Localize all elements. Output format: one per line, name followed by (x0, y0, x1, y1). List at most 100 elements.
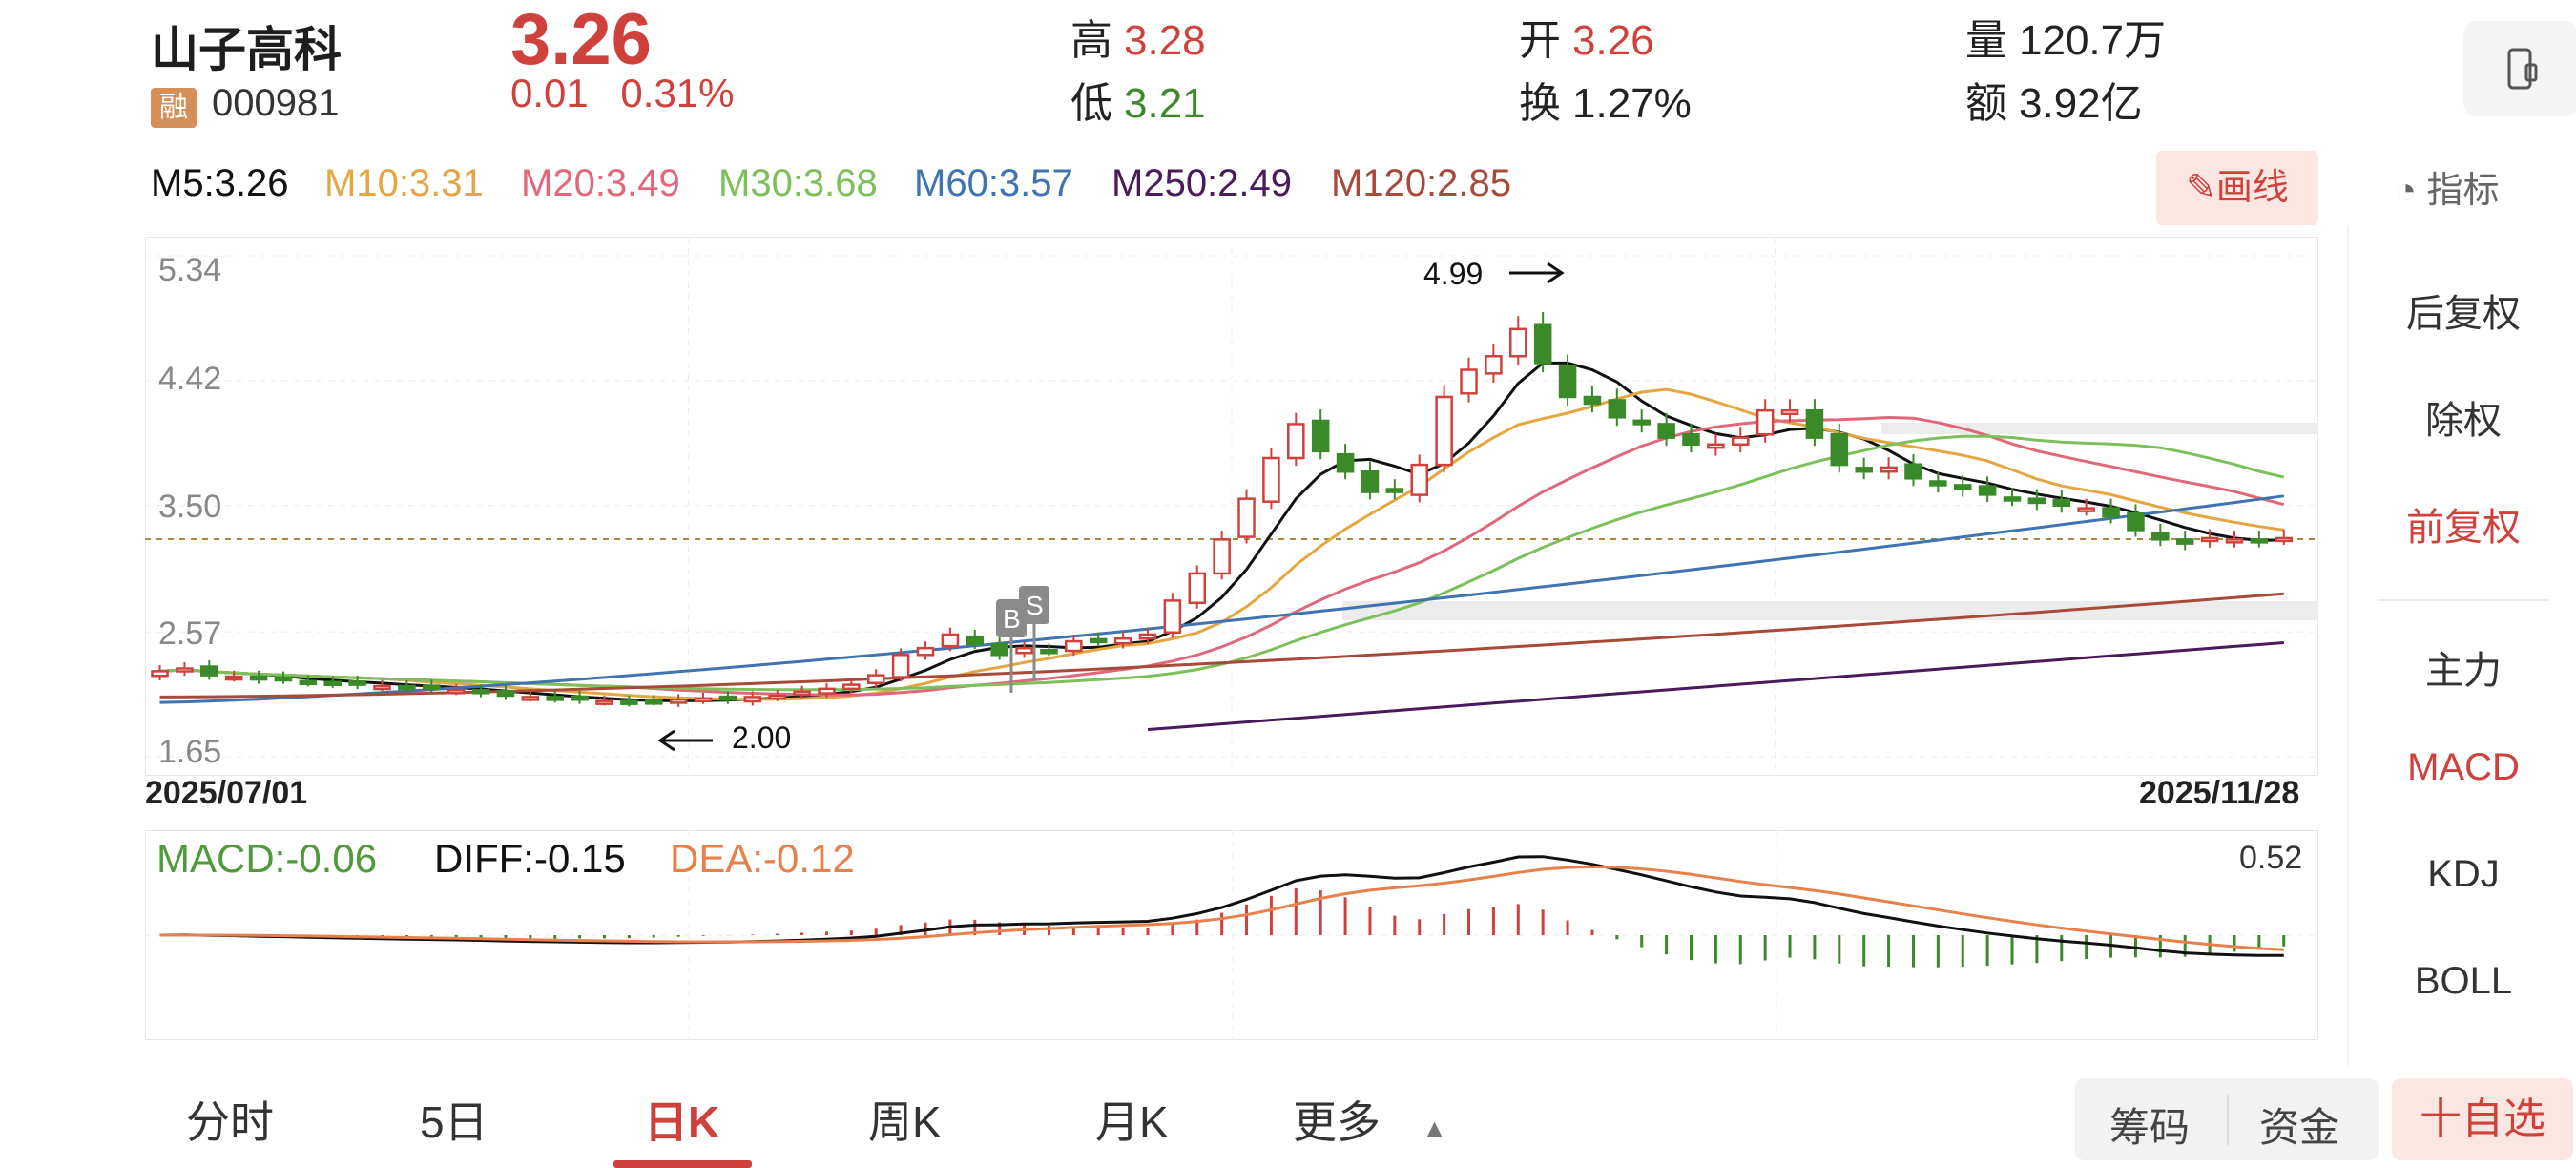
indicator-button[interactable]: ◔ 指标 (2395, 160, 2500, 213)
candle-body (2250, 538, 2269, 544)
candle-body (423, 684, 441, 691)
candle-body (2102, 507, 2120, 518)
ma60-label: M60:3.57 (914, 162, 1073, 204)
sell-marker-label: S (1026, 591, 1044, 620)
high-label: 高 (1070, 17, 1112, 64)
candle-body (2003, 496, 2022, 502)
tab-intraday[interactable]: 分时 (186, 1097, 274, 1147)
tab-weekly-k[interactable]: 周K (868, 1097, 942, 1147)
price-tick-1: 5.34 (158, 252, 221, 288)
candle-body (1953, 484, 1972, 490)
candle-body (1213, 538, 1231, 575)
ma250-label: M250:2.49 (1111, 162, 1293, 204)
candle-body (1188, 572, 1207, 605)
price-tick-4: 2.57 (158, 615, 221, 652)
menu-main-force[interactable]: 主力 (2425, 650, 2502, 692)
menu-kdj[interactable]: KDJ (2427, 853, 2500, 895)
macd-value: MACD:-0.06 (156, 836, 378, 881)
chips-button[interactable]: 筹码 (2109, 1105, 2191, 1150)
support-band (1342, 601, 2318, 620)
candle-body (941, 633, 960, 648)
tab-daily-k[interactable]: 日K (644, 1097, 720, 1147)
candle-body (620, 699, 638, 705)
phone-icon (2507, 48, 2538, 90)
candle-body (1336, 452, 1355, 473)
candle-body (1533, 323, 1552, 365)
price-tick-5: 1.65 (158, 734, 221, 770)
gauge-icon: ◔ (2395, 171, 2417, 211)
ma30-label: M30:3.68 (718, 162, 878, 204)
ma120-label: M120:2.85 (1331, 162, 1512, 204)
candle-body (1113, 636, 1132, 645)
turnover-label: 换 (1519, 80, 1561, 127)
candle-body (1435, 395, 1453, 467)
candle-body (866, 674, 885, 684)
ma20-label: M20:3.49 (521, 162, 680, 204)
candle-body (1657, 423, 1675, 439)
candle-body (1755, 408, 1775, 436)
candle-body (447, 689, 466, 695)
open-label: 开 (1519, 17, 1561, 64)
candle-body (1830, 432, 1849, 467)
tab-5day[interactable]: 5日 (420, 1097, 488, 1147)
candle-body (1805, 408, 1824, 439)
candle-body (2225, 538, 2244, 544)
tab-monthly-k[interactable]: 月K (1095, 1097, 1169, 1147)
volume-value: 120.7万 (2019, 17, 2167, 64)
candle-body (1929, 480, 1947, 487)
tab-more[interactable]: 更多 ▲ (1293, 1088, 1448, 1151)
resistance-band (1881, 423, 2318, 434)
candle-body (1065, 639, 1083, 653)
candle-body (151, 670, 169, 678)
funds-button[interactable]: 资金 (2259, 1105, 2340, 1150)
candle-body (1460, 368, 1478, 395)
landscape-toggle-button[interactable] (2463, 21, 2576, 116)
menu-ex-rights[interactable]: 除权 (2425, 400, 2502, 442)
price-tick-2: 4.42 (158, 361, 221, 397)
candle-body (842, 683, 861, 691)
high-arrow-icon (1509, 261, 1565, 284)
candle-body (2127, 512, 2145, 532)
draw-line-button[interactable]: ✎画线 (2156, 151, 2318, 225)
candle-body (1040, 649, 1058, 655)
candles (151, 311, 2294, 707)
candle-body (1237, 497, 1256, 538)
low-value: 3.21 (1124, 80, 1206, 127)
candle-body (818, 687, 836, 695)
candle-body (1509, 327, 1527, 358)
amount-label: 额 (1965, 80, 2007, 127)
low-label: 低 (1070, 80, 1112, 127)
amount-stat: 额 3.92亿 (1965, 69, 2143, 130)
last-price: 3.26 (510, 0, 652, 80)
add-watchlist-button[interactable]: 十自选 (2392, 1078, 2573, 1160)
volume-stat: 量 120.7万 (1965, 6, 2166, 67)
chips-funds-divider (2227, 1095, 2229, 1145)
candle-body (718, 695, 737, 701)
high-value: 3.28 (1124, 17, 1206, 64)
macd-chart[interactable]: 0.52 (145, 830, 2318, 1040)
dea-line (159, 865, 2284, 951)
candle-body (1880, 466, 1898, 473)
candle-body (768, 694, 786, 700)
candle-body (323, 680, 343, 686)
candle-body (1583, 395, 1602, 406)
candle-body (990, 642, 1008, 657)
amount-value: 3.92亿 (2019, 80, 2143, 127)
candle-body (224, 675, 243, 681)
diff-line (159, 855, 2284, 957)
menu-boll[interactable]: BOLL (2414, 960, 2513, 1002)
ma250-line (1147, 641, 2284, 731)
kline-chart[interactable]: 5.34 4.42 3.50 2.57 1.65 4.99 2.00 B S (145, 237, 2318, 776)
ma-lines (159, 361, 2285, 731)
menu-macd[interactable]: MACD (2407, 746, 2520, 788)
candle-body (1138, 633, 1157, 640)
candle-body (916, 646, 935, 657)
candle-body (2077, 507, 2095, 512)
stock-code: 000981 (212, 82, 340, 124)
candle-body (1731, 436, 1750, 447)
sell-marker[interactable]: S (1019, 586, 1049, 681)
candle-body (1163, 599, 1182, 635)
menu-post-adjusted[interactable]: 后复权 (2406, 293, 2521, 335)
menu-pre-adjusted[interactable]: 前复权 (2406, 507, 2521, 549)
volume-label: 量 (1965, 17, 2007, 64)
